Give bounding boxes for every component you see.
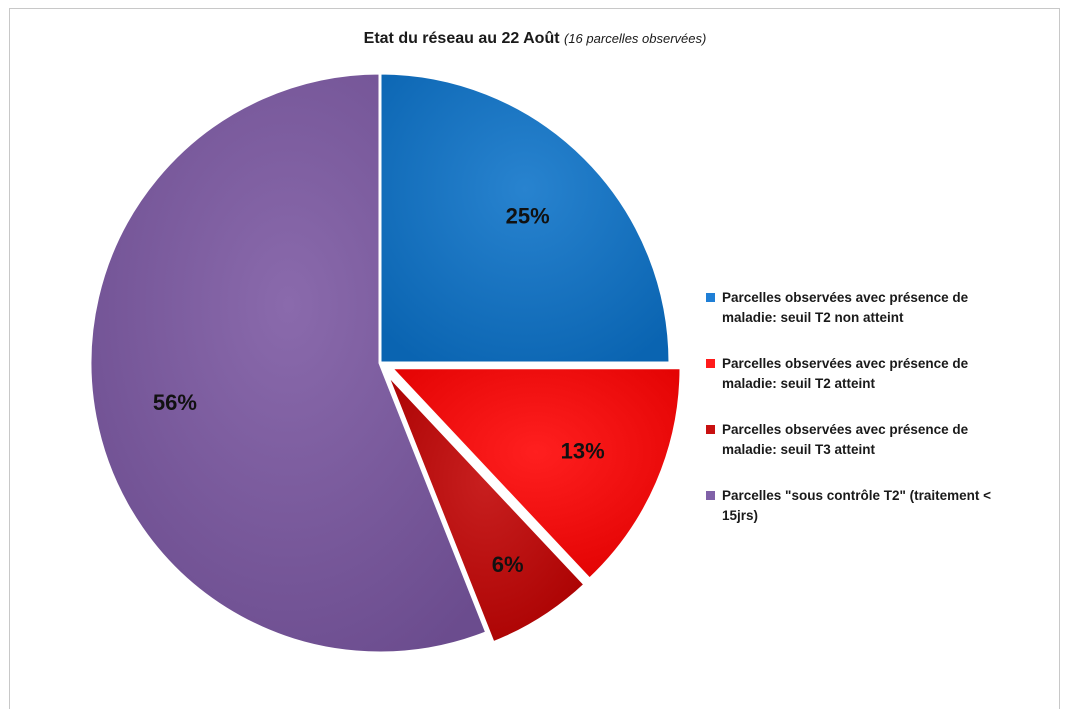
pie-slice-2	[385, 372, 588, 645]
legend-label-line1: Parcelles observées avec présence de	[722, 356, 969, 371]
legend-item-t3-atteint: Parcelles observées avec présence de mal…	[706, 420, 1026, 460]
legend-label-line2: maladie: seuil T2 non atteint	[722, 310, 904, 325]
legend-label-line1: Parcelles observées avec présence de	[722, 290, 969, 305]
chart-title-subtitle: (16 parcelles observées)	[564, 31, 707, 46]
legend-item-t2-non-atteint: Parcelles observées avec présence de mal…	[706, 288, 1026, 328]
pie-slice-label-1: 13%	[561, 439, 605, 464]
legend-label-line2: maladie: seuil T2 atteint	[722, 376, 876, 391]
legend-item-sous-controle-t2: Parcelles "sous contrôle T2" (traitement…	[706, 486, 1026, 526]
legend-label-line1: Parcelles "sous contrôle T2" (traitement…	[722, 488, 992, 503]
legend-item-t2-atteint: Parcelles observées avec présence de mal…	[706, 354, 1026, 394]
legend-swatch	[706, 491, 715, 500]
pie-slice-label-3: 56%	[153, 390, 197, 415]
pie-slice-label-2: 6%	[492, 552, 524, 577]
pie-slice-3	[88, 71, 489, 655]
pie-slice-1	[387, 366, 683, 582]
pie-slice-label-0: 25%	[506, 203, 550, 228]
legend-swatch	[706, 293, 715, 302]
chart-title-main: Etat du réseau au 22 Août	[363, 30, 560, 47]
chart-legend: Parcelles observées avec présence de mal…	[706, 288, 1026, 552]
legend-label-line1: Parcelles observées avec présence de	[722, 422, 969, 437]
chart-title: Etat du réseau au 22 Août (16 parcelles …	[0, 30, 1070, 48]
legend-label-line2: 15jrs)	[722, 508, 759, 523]
legend-swatch	[706, 425, 715, 434]
pie-slice-0	[378, 71, 672, 365]
legend-label-line2: maladie: seuil T3 atteint	[722, 442, 876, 457]
legend-swatch	[706, 359, 715, 368]
